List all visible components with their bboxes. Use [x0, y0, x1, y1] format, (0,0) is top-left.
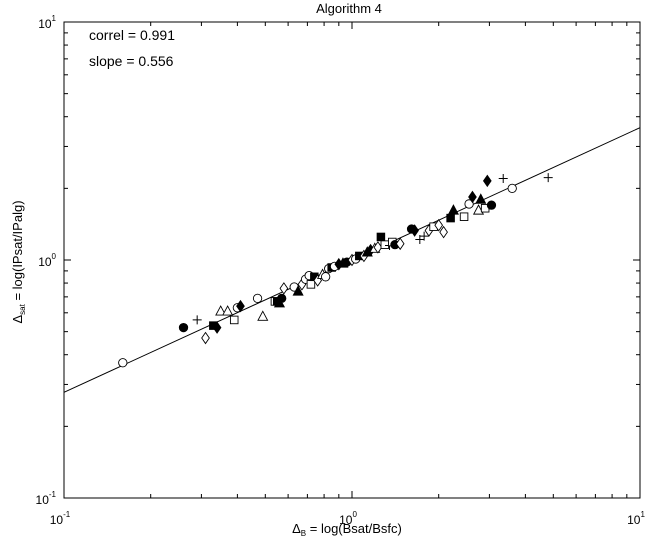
data-point — [306, 280, 316, 289]
data-point — [201, 331, 210, 345]
data-point — [380, 240, 390, 249]
data-point — [475, 193, 487, 204]
data-point — [410, 224, 419, 237]
data-point — [434, 218, 444, 232]
data-point — [376, 232, 386, 242]
data-point — [486, 200, 497, 210]
data-point — [459, 212, 469, 221]
data-point — [543, 173, 553, 183]
data-point — [222, 305, 234, 316]
data-point — [439, 225, 448, 239]
x-tick-label: 10-1 — [50, 510, 71, 527]
y-tick-label: 10-1 — [36, 490, 57, 507]
data-point — [482, 174, 492, 188]
data-point — [252, 293, 263, 304]
data-point — [507, 183, 517, 194]
data-point — [118, 358, 128, 368]
data-point — [257, 310, 269, 321]
data-point — [212, 321, 222, 334]
data-point — [468, 190, 477, 204]
data-point — [292, 285, 304, 296]
y-axis-label: Δsat = log(IPsat/IPalg) — [10, 200, 27, 323]
data-point — [395, 237, 405, 251]
data-point — [446, 213, 455, 223]
y-tick-label: 101 — [38, 14, 56, 31]
data-point — [279, 282, 289, 295]
x-tick-label: 100 — [339, 510, 357, 527]
chart-title: Algorithm 4 — [316, 1, 382, 16]
x-axis-label: ΔB = log(Bsat/Bsfc) — [292, 521, 402, 537]
slope-annotation: slope = 0.556 — [89, 53, 174, 69]
correl-annotation: correl = 0.991 — [89, 27, 175, 43]
data-point — [464, 199, 474, 209]
x-tick-label: 101 — [627, 510, 645, 527]
data-point — [277, 293, 287, 304]
data-point — [192, 315, 202, 325]
data-point — [178, 322, 189, 333]
data-point — [419, 231, 429, 241]
y-tick-label: 100 — [38, 252, 56, 269]
data-point — [498, 174, 508, 184]
data-point — [229, 315, 239, 325]
data-point — [215, 305, 227, 316]
data-point — [447, 204, 459, 215]
data-point — [236, 299, 245, 313]
data-point — [373, 241, 383, 254]
data-point — [320, 272, 331, 282]
